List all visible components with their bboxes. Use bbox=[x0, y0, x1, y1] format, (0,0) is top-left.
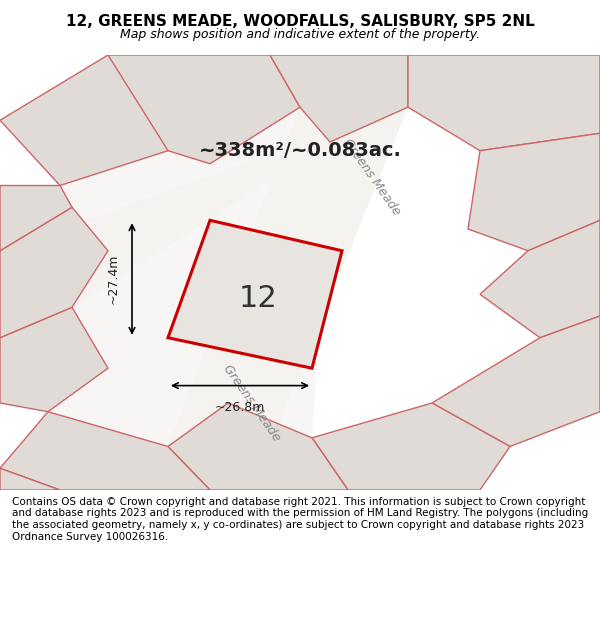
Polygon shape bbox=[480, 220, 600, 338]
Polygon shape bbox=[48, 107, 330, 446]
Polygon shape bbox=[0, 55, 228, 186]
Text: ~27.4m: ~27.4m bbox=[107, 254, 120, 304]
Polygon shape bbox=[168, 220, 342, 368]
Polygon shape bbox=[0, 208, 108, 338]
Text: 12: 12 bbox=[239, 284, 277, 313]
Polygon shape bbox=[168, 403, 348, 490]
Polygon shape bbox=[132, 107, 408, 490]
Polygon shape bbox=[0, 412, 210, 490]
Polygon shape bbox=[468, 133, 600, 251]
Text: ~26.8m: ~26.8m bbox=[215, 401, 265, 414]
Text: Contains OS data © Crown copyright and database right 2021. This information is : Contains OS data © Crown copyright and d… bbox=[12, 497, 588, 541]
Polygon shape bbox=[0, 468, 60, 490]
Text: Map shows position and indicative extent of the property.: Map shows position and indicative extent… bbox=[120, 28, 480, 41]
Polygon shape bbox=[312, 403, 510, 490]
Polygon shape bbox=[108, 55, 300, 164]
Polygon shape bbox=[270, 55, 408, 142]
Polygon shape bbox=[0, 308, 108, 412]
Polygon shape bbox=[0, 186, 72, 251]
Polygon shape bbox=[432, 316, 600, 446]
Text: Greens Meade: Greens Meade bbox=[221, 362, 283, 444]
Text: ~338m²/~0.083ac.: ~338m²/~0.083ac. bbox=[199, 141, 401, 160]
Text: 12, GREENS MEADE, WOODFALLS, SALISBURY, SP5 2NL: 12, GREENS MEADE, WOODFALLS, SALISBURY, … bbox=[65, 14, 535, 29]
Polygon shape bbox=[408, 55, 600, 151]
Polygon shape bbox=[0, 107, 420, 338]
Text: Greens Meade: Greens Meade bbox=[341, 136, 403, 218]
